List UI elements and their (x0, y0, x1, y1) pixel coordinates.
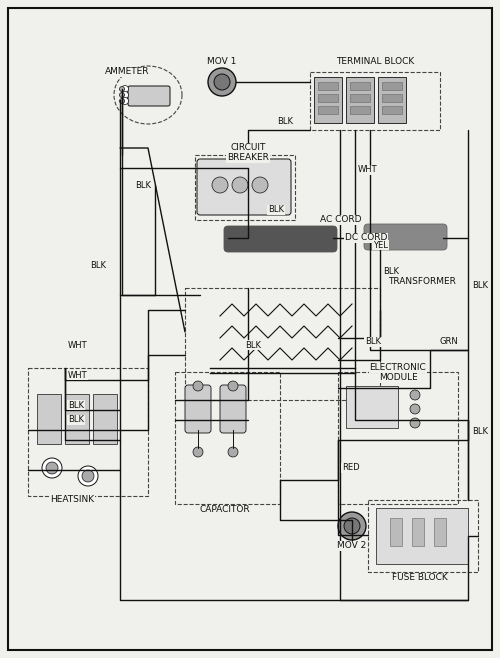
Circle shape (193, 447, 203, 457)
Circle shape (82, 470, 94, 482)
Circle shape (410, 390, 420, 400)
Circle shape (78, 466, 98, 486)
Text: TERMINAL BLOCK: TERMINAL BLOCK (336, 57, 414, 66)
Text: BLK: BLK (90, 261, 106, 270)
Circle shape (208, 68, 236, 96)
Text: BLK: BLK (135, 180, 151, 190)
Text: WHT: WHT (68, 370, 87, 380)
Circle shape (252, 177, 268, 193)
Bar (390, 518, 402, 546)
Text: BLK: BLK (277, 118, 293, 126)
FancyBboxPatch shape (37, 394, 61, 444)
Text: RED: RED (342, 463, 359, 472)
Circle shape (410, 418, 420, 428)
Text: BLK: BLK (268, 205, 284, 215)
Bar (318, 94, 338, 102)
Circle shape (120, 99, 124, 103)
FancyBboxPatch shape (93, 394, 117, 444)
Circle shape (46, 462, 58, 474)
Circle shape (212, 177, 228, 193)
Text: BREAKER: BREAKER (227, 153, 269, 163)
Text: CIRCUIT: CIRCUIT (230, 143, 266, 153)
FancyBboxPatch shape (197, 159, 291, 215)
Circle shape (214, 74, 230, 90)
FancyBboxPatch shape (220, 385, 246, 433)
Bar (310, 72, 440, 130)
Bar (175, 372, 280, 504)
Text: WHT: WHT (358, 166, 378, 174)
Text: YEL: YEL (373, 241, 388, 249)
Bar (382, 82, 402, 90)
Circle shape (344, 518, 360, 534)
Text: MOV 2: MOV 2 (338, 542, 366, 551)
Bar (368, 500, 478, 572)
Bar (318, 106, 338, 114)
Text: WHT: WHT (68, 340, 87, 349)
Text: DC CORD: DC CORD (345, 234, 388, 243)
Bar (382, 94, 402, 102)
Bar (28, 368, 148, 496)
Bar (350, 94, 370, 102)
Bar (350, 82, 370, 90)
Circle shape (228, 447, 238, 457)
FancyBboxPatch shape (185, 385, 211, 433)
Text: TRANSFORMER: TRANSFORMER (388, 278, 456, 286)
Text: AMMETER: AMMETER (105, 68, 150, 76)
FancyBboxPatch shape (314, 77, 342, 123)
Text: HEATSINK: HEATSINK (50, 495, 94, 505)
Text: BLK: BLK (472, 428, 488, 436)
Circle shape (232, 177, 248, 193)
Bar (338, 372, 458, 504)
Text: BLK: BLK (365, 338, 381, 347)
Circle shape (338, 512, 366, 540)
Text: BLK: BLK (472, 280, 488, 290)
Text: MOV 1: MOV 1 (208, 57, 236, 66)
Bar (195, 155, 295, 220)
Circle shape (410, 404, 420, 414)
FancyBboxPatch shape (378, 77, 406, 123)
Bar (382, 106, 402, 114)
Text: BLK: BLK (383, 268, 399, 276)
Circle shape (193, 381, 203, 391)
FancyBboxPatch shape (346, 386, 398, 428)
Circle shape (120, 93, 124, 97)
Circle shape (120, 86, 124, 91)
Text: BLK: BLK (68, 401, 84, 409)
FancyBboxPatch shape (346, 77, 374, 123)
FancyBboxPatch shape (128, 86, 170, 106)
FancyBboxPatch shape (224, 226, 337, 252)
Bar (318, 82, 338, 90)
Bar (412, 518, 424, 546)
Text: ELECTRONIC: ELECTRONIC (370, 363, 426, 372)
Text: GRN: GRN (440, 338, 459, 347)
Text: CAPACITOR: CAPACITOR (200, 505, 250, 515)
Circle shape (228, 381, 238, 391)
Circle shape (122, 97, 128, 105)
Circle shape (122, 86, 128, 93)
Text: BLK: BLK (245, 340, 261, 349)
Circle shape (122, 91, 128, 99)
FancyBboxPatch shape (364, 224, 447, 250)
Bar (350, 106, 370, 114)
Text: BLK: BLK (68, 415, 84, 424)
Text: AC CORD: AC CORD (320, 216, 362, 224)
Text: FUSE BLOCK: FUSE BLOCK (392, 574, 448, 582)
Text: MODULE: MODULE (378, 374, 418, 382)
Bar (434, 518, 446, 546)
Circle shape (42, 458, 62, 478)
Bar (185, 288, 380, 400)
FancyBboxPatch shape (376, 508, 468, 564)
FancyBboxPatch shape (65, 394, 89, 444)
